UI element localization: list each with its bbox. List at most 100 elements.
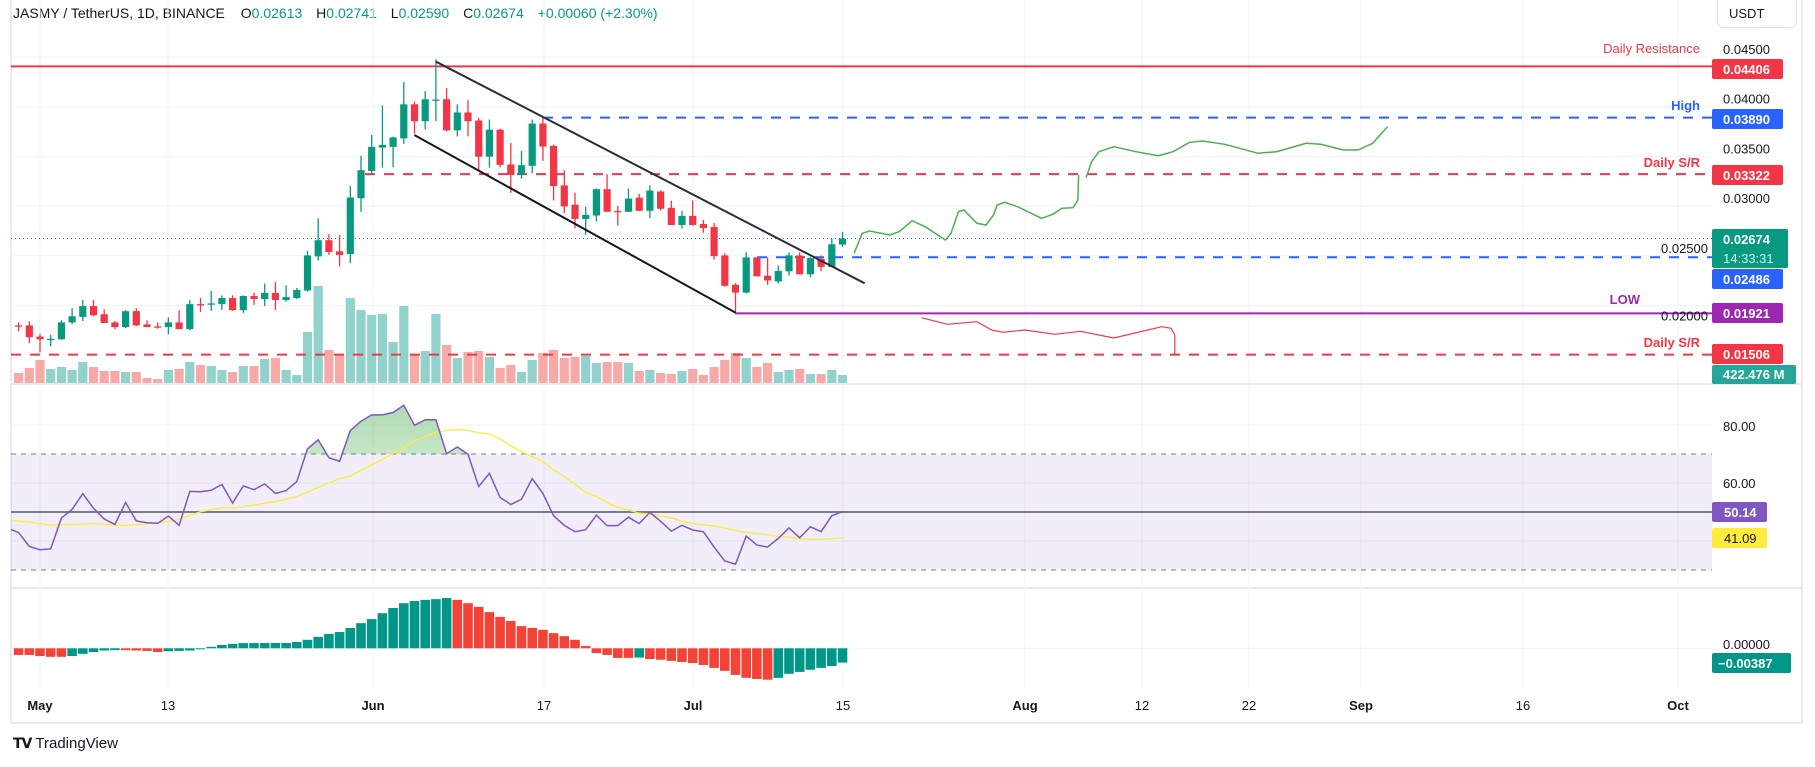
candle[interactable] <box>443 88 451 132</box>
candle[interactable] <box>186 300 194 331</box>
candle[interactable] <box>346 186 354 264</box>
candle[interactable] <box>764 257 772 285</box>
badge-rsi <box>1712 502 1767 522</box>
candle[interactable] <box>282 285 290 302</box>
candle[interactable] <box>635 193 643 212</box>
candle[interactable] <box>432 59 440 122</box>
candle[interactable] <box>614 206 622 226</box>
currency-button[interactable]: USDT <box>1717 0 1797 28</box>
candle[interactable] <box>838 231 847 247</box>
candle[interactable] <box>657 190 665 211</box>
time-tick: Aug <box>1012 698 1037 713</box>
candle[interactable] <box>143 320 151 328</box>
candle[interactable] <box>496 128 504 168</box>
candle[interactable] <box>817 255 825 272</box>
candle[interactable] <box>592 188 600 222</box>
candle[interactable] <box>667 200 675 225</box>
candle[interactable] <box>796 252 804 275</box>
candle[interactable] <box>603 174 611 212</box>
macd-histogram-bar <box>431 599 441 649</box>
badge-daily-sr-low <box>1712 344 1783 364</box>
candle[interactable] <box>464 100 472 137</box>
candle[interactable] <box>271 281 279 311</box>
candle[interactable] <box>89 300 98 317</box>
candle[interactable] <box>689 200 697 226</box>
bearish-projection-path[interactable] <box>921 317 1176 354</box>
candle[interactable] <box>303 251 312 292</box>
candle[interactable] <box>357 155 365 212</box>
tradingview-logo[interactable]: TV TradingView <box>13 735 118 752</box>
candle[interactable] <box>731 283 740 313</box>
candle-body <box>560 185 568 207</box>
candle[interactable] <box>421 91 429 130</box>
candle[interactable] <box>314 218 322 261</box>
candle[interactable] <box>774 265 782 284</box>
candle[interactable] <box>678 210 686 229</box>
candle[interactable] <box>218 295 226 310</box>
macd-histogram-bar <box>88 648 99 652</box>
candle[interactable] <box>400 82 408 144</box>
candle[interactable] <box>239 295 247 313</box>
candle[interactable] <box>164 317 172 335</box>
candle[interactable] <box>47 334 55 347</box>
badge-text: 41.09 <box>1724 531 1757 546</box>
candle[interactable] <box>336 235 344 267</box>
candle[interactable] <box>806 257 814 278</box>
candle[interactable] <box>36 333 44 353</box>
candle-body <box>175 322 183 330</box>
candle[interactable] <box>175 310 183 330</box>
candle[interactable] <box>57 320 65 340</box>
candle[interactable] <box>721 253 729 287</box>
candle[interactable] <box>742 252 750 294</box>
candle[interactable] <box>250 292 258 305</box>
candle[interactable] <box>785 252 793 276</box>
candle[interactable] <box>571 192 579 229</box>
candle[interactable] <box>507 142 515 193</box>
symbol-title[interactable]: JASMY / TetherUS, 1D, BINANCE <box>13 5 225 21</box>
candle[interactable] <box>646 185 654 218</box>
candle[interactable] <box>15 322 23 332</box>
candle[interactable] <box>132 308 140 327</box>
candle[interactable] <box>475 117 483 171</box>
candle[interactable] <box>550 144 558 201</box>
candle[interactable] <box>378 105 386 168</box>
candle[interactable] <box>79 300 87 322</box>
candle[interactable] <box>710 222 718 260</box>
candle[interactable] <box>624 188 633 213</box>
candle[interactable] <box>453 104 461 137</box>
candle[interactable] <box>753 257 761 277</box>
candle[interactable] <box>828 238 836 267</box>
candle[interactable] <box>25 321 33 344</box>
candle-body <box>592 189 600 216</box>
candle[interactable] <box>68 308 76 325</box>
candle-body <box>122 311 130 328</box>
candle[interactable] <box>261 283 269 307</box>
candle[interactable] <box>207 290 215 311</box>
candle[interactable] <box>293 287 301 300</box>
candle[interactable] <box>154 322 162 329</box>
candle[interactable] <box>368 134 376 175</box>
candle[interactable] <box>325 234 333 256</box>
channel-upper-trendline[interactable] <box>435 60 866 285</box>
candle-body <box>582 214 590 219</box>
open-label: O <box>240 5 252 21</box>
candle[interactable] <box>517 150 526 179</box>
channel-lower-trendline[interactable] <box>413 134 737 314</box>
candle[interactable] <box>560 170 568 214</box>
candle[interactable] <box>100 309 108 323</box>
candle[interactable] <box>485 119 493 168</box>
volume-bars <box>14 285 848 383</box>
candle[interactable] <box>111 321 119 330</box>
candle[interactable] <box>122 310 130 329</box>
candle[interactable] <box>410 101 419 134</box>
bullish-projection-path[interactable] <box>853 126 1389 254</box>
candle[interactable] <box>528 119 536 174</box>
candle[interactable] <box>196 298 205 312</box>
candle[interactable] <box>539 117 547 161</box>
candle[interactable] <box>229 295 237 311</box>
candle[interactable] <box>389 136 397 168</box>
candle[interactable] <box>699 219 707 233</box>
volume-bar <box>270 358 280 383</box>
macd-histogram-bar <box>698 648 709 665</box>
